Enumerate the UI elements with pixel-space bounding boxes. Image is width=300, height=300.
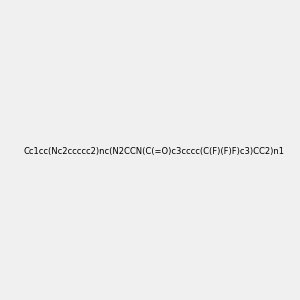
Text: Cc1cc(Nc2ccccc2)nc(N2CCN(C(=O)c3cccc(C(F)(F)F)c3)CC2)n1: Cc1cc(Nc2ccccc2)nc(N2CCN(C(=O)c3cccc(C(F… bbox=[23, 147, 284, 156]
